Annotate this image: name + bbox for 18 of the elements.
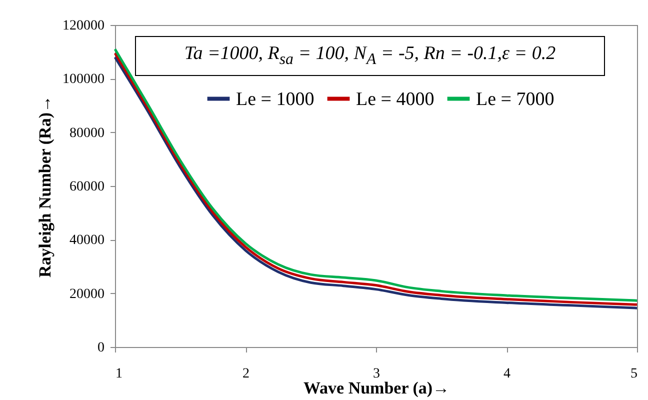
parameter-box: Ta =1000, R$_{sa}$ = 100, N$_{A}$ = -5, Rn = -0.1,ε = 0.2 <box>135 36 605 76</box>
y-tick-label: 40000 <box>70 233 104 248</box>
x-tick-label: 2 <box>242 366 250 382</box>
x-tick-label: 4 <box>504 366 510 382</box>
x-axis-title: Wave Number (a)→ <box>303 378 450 398</box>
x-tick-label: 1 <box>116 366 122 382</box>
legend-label: Le = 1000 <box>236 88 314 110</box>
y-axis-title: Rayleigh Number (Ra)→ <box>36 96 54 278</box>
legend-label: Le = 7000 <box>476 88 554 110</box>
y-tick-label: 20000 <box>70 286 104 302</box>
x-tick-label: 5 <box>630 366 638 382</box>
y-tick-label: 100000 <box>62 72 104 88</box>
y-tick-label: 80000 <box>70 126 104 141</box>
x-tick-label: 3 <box>373 366 380 382</box>
y-tick-label: 120000 <box>62 18 104 34</box>
legend-label: Le = 4000 <box>356 88 434 110</box>
y-tick-label: 0 <box>98 340 104 356</box>
y-tick-label: 60000 <box>70 180 104 194</box>
